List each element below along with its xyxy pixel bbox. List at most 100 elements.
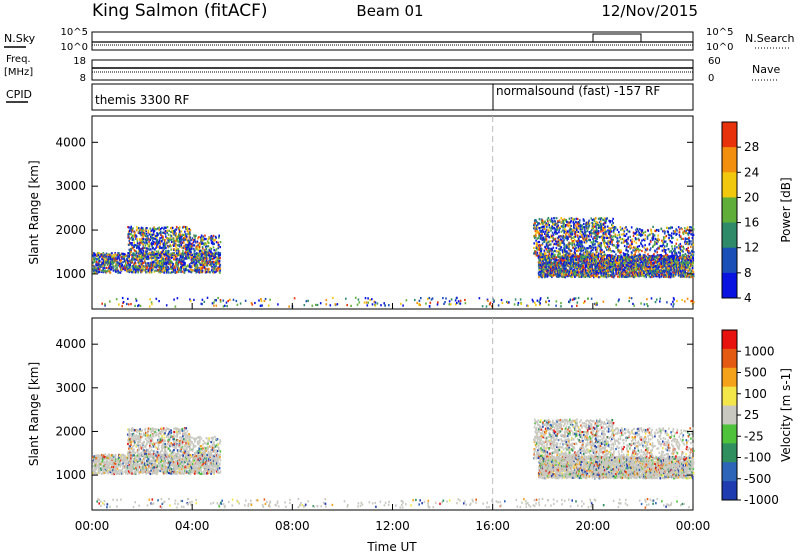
data-cell (555, 256, 558, 259)
data-cell (631, 240, 633, 244)
data-cell (126, 269, 128, 272)
data-cell (128, 248, 131, 251)
data-cell (129, 227, 132, 230)
data-cell (599, 226, 601, 229)
data-cell (162, 270, 164, 273)
data-cell (612, 265, 615, 268)
data-cell (200, 234, 203, 237)
data-cell (558, 269, 560, 272)
data-cell (538, 259, 541, 262)
data-cell (214, 253, 217, 256)
data-cell (562, 240, 565, 243)
data-cell (566, 271, 568, 274)
data-cell (619, 236, 621, 239)
data-cell (559, 248, 561, 251)
data-cell (183, 245, 185, 248)
data-cell (178, 240, 180, 243)
data-cell (582, 275, 585, 278)
data-cell (194, 263, 196, 266)
data-cell (586, 247, 588, 250)
data-cell (101, 258, 103, 261)
data-cell (181, 241, 184, 244)
data-cell (611, 261, 614, 264)
data-cell (690, 254, 692, 257)
data-cell (129, 237, 132, 240)
data-cell (167, 255, 169, 258)
data-cell (564, 255, 566, 259)
data-cell (171, 253, 174, 256)
data-cell (635, 241, 638, 244)
data-cell (588, 253, 590, 256)
data-cell (150, 243, 153, 246)
data-cell (641, 229, 644, 232)
data-cell (586, 264, 588, 267)
data-cell (648, 275, 651, 278)
data-cell (635, 230, 638, 233)
data-cell (131, 245, 133, 248)
data-cell (597, 254, 599, 257)
data-cell (610, 265, 612, 268)
data-cell (632, 267, 635, 270)
data-cell (191, 262, 194, 265)
data-cell (564, 227, 566, 231)
data-cell (163, 231, 165, 234)
data-cell (218, 236, 220, 239)
data-cell (179, 238, 181, 241)
data-cell (558, 220, 560, 223)
data-cell (627, 264, 629, 267)
data-cell (646, 263, 649, 267)
data-cell (596, 240, 599, 244)
data-cell (591, 222, 594, 225)
data-cell (588, 224, 591, 227)
data-cell (630, 254, 633, 257)
data-cell (668, 262, 671, 266)
data-cell (191, 237, 194, 240)
data-cell (609, 233, 611, 236)
data-cell (537, 271, 540, 274)
data-cell (640, 255, 643, 258)
data-cell (196, 240, 199, 243)
data-cell (165, 253, 168, 256)
data-cell (130, 230, 133, 233)
data-cell (610, 230, 613, 233)
data-cell (142, 257, 144, 260)
data-cell (138, 250, 141, 253)
data-cell (593, 232, 596, 235)
data-cell (189, 231, 191, 234)
data-cell (199, 269, 202, 272)
data-cell (636, 228, 639, 231)
data-cell (553, 249, 556, 252)
data-cell (161, 240, 163, 243)
data-cell (133, 253, 136, 256)
data-cell (218, 261, 220, 264)
data-cell (584, 225, 587, 228)
data-cell (565, 218, 567, 222)
data-cell (561, 234, 564, 237)
data-cell (598, 276, 600, 279)
data-cell (557, 224, 559, 227)
data-cell (131, 255, 134, 259)
data-cell (692, 256, 694, 260)
data-cell (594, 229, 596, 232)
data-cell (616, 228, 619, 231)
data-cell (204, 258, 206, 261)
data-cell (596, 250, 598, 253)
data-cell (568, 245, 571, 248)
data-cell (138, 255, 140, 258)
data-cell (603, 241, 606, 244)
data-cell (616, 272, 619, 275)
data-cell (648, 256, 651, 259)
data-cell (609, 265, 611, 268)
data-cell (633, 240, 636, 243)
data-cell (168, 240, 170, 243)
data-cell (124, 259, 127, 262)
data-cell (561, 267, 563, 270)
data-cell (582, 233, 585, 236)
data-cell (589, 260, 592, 263)
data-cell (177, 240, 179, 243)
data-cell (611, 235, 613, 239)
data-cell (562, 224, 565, 227)
data-cell (135, 229, 138, 232)
data-cell (606, 257, 609, 260)
data-cell (668, 265, 671, 268)
